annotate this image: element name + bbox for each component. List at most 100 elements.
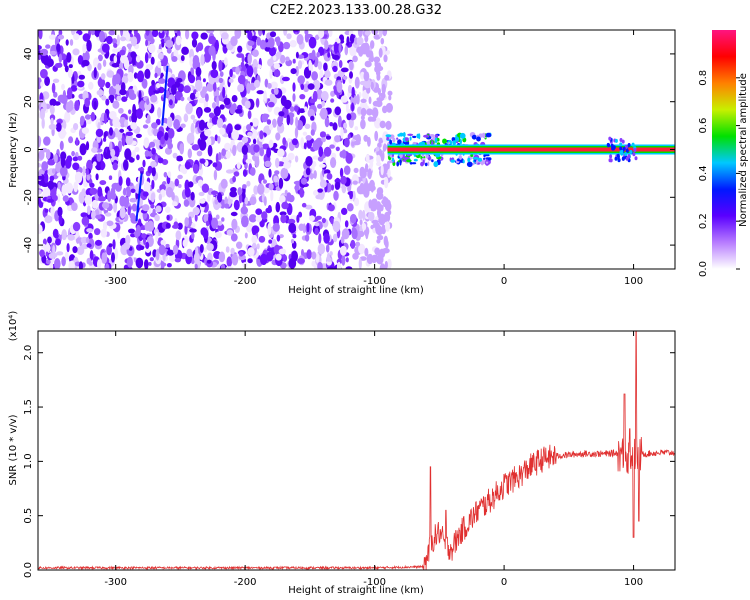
noise-blob — [101, 202, 110, 209]
noise-blob — [334, 178, 341, 183]
noise-blob — [46, 198, 55, 203]
noise-blob — [364, 30, 371, 36]
colorbar-tick-label: 0.2 — [698, 213, 709, 229]
noise-blob — [78, 261, 83, 269]
noise-blob — [215, 231, 222, 239]
noise-blob — [262, 30, 266, 36]
noise-blob — [368, 199, 373, 209]
noise-blob — [387, 258, 392, 269]
noise-blob — [142, 159, 146, 168]
noise-blob — [172, 244, 179, 255]
noise-blob — [155, 231, 159, 243]
noise-blob — [113, 55, 118, 64]
noise-blob — [130, 36, 138, 47]
noise-blob — [115, 122, 121, 127]
noise-blob — [256, 64, 262, 69]
noise-blob — [187, 181, 194, 188]
noise-blob — [285, 56, 290, 62]
noise-blob — [317, 30, 325, 39]
noise-blob — [66, 52, 72, 63]
noise-blob — [282, 137, 287, 146]
noise-blob — [300, 137, 305, 149]
noise-blob — [165, 206, 171, 213]
noise-blob — [176, 155, 183, 161]
noise-blob — [91, 147, 98, 154]
noise-blob — [86, 174, 91, 181]
noise-blob — [135, 133, 142, 138]
noise-blob — [280, 167, 289, 179]
noise-blob — [76, 246, 85, 256]
noise-blob — [45, 251, 49, 257]
noise-blob — [281, 201, 289, 210]
snr-panel: -300 -200 -100 0 100 0.0 0.5 1.0 1.5 2.0 Height … — [8, 311, 676, 596]
noise-blob — [205, 93, 209, 102]
carrier-flare — [620, 151, 624, 156]
noise-blob — [232, 144, 237, 157]
noise-blob — [72, 162, 80, 171]
noise-blob — [211, 190, 219, 195]
noise-blob — [374, 130, 379, 142]
noise-blob — [337, 115, 342, 128]
noise-blob — [226, 229, 234, 236]
noise-blob — [329, 144, 335, 149]
noise-blob — [326, 266, 335, 269]
noise-blob — [350, 239, 356, 249]
noise-blob — [321, 100, 326, 107]
noise-blob — [354, 126, 359, 131]
noise-blob — [181, 46, 189, 55]
carrier-scatter — [431, 159, 434, 163]
noise-blob — [44, 76, 50, 87]
carrier-scatter — [409, 136, 412, 141]
noise-blob — [110, 148, 116, 158]
noise-blob — [368, 96, 372, 105]
noise-blob — [67, 68, 73, 79]
noise-blob — [41, 117, 45, 129]
noise-blob — [119, 195, 126, 207]
y-tick-label: 0.0 — [23, 562, 34, 578]
noise-blob — [244, 196, 249, 205]
noise-blob — [123, 159, 129, 171]
noise-blob — [341, 228, 350, 240]
noise-blob — [241, 55, 245, 63]
noise-blob — [206, 82, 214, 92]
noise-blob — [225, 266, 234, 269]
noise-blob — [45, 44, 51, 49]
noise-blob — [46, 149, 51, 160]
noise-blob — [44, 172, 49, 184]
noise-blob — [267, 222, 272, 235]
noise-blob — [371, 219, 379, 224]
noise-blob — [137, 218, 142, 226]
noise-blob — [84, 194, 93, 205]
noise-blob — [316, 51, 321, 58]
noise-blob — [253, 66, 258, 76]
noise-blob — [334, 135, 341, 143]
noise-blob — [235, 108, 243, 114]
noise-blob — [350, 213, 357, 224]
noise-blob — [223, 97, 231, 106]
noise-blob — [268, 168, 272, 178]
noise-blob — [259, 130, 264, 140]
noise-blob — [380, 92, 386, 99]
noise-blob — [309, 98, 316, 104]
noise-blob — [91, 199, 99, 209]
noise-blob — [165, 243, 170, 248]
noise-blob — [296, 34, 304, 45]
colorbar-tick-label: 0.6 — [698, 118, 709, 134]
noise-blob — [253, 79, 261, 88]
noise-blob — [199, 158, 206, 164]
noise-blob — [191, 144, 200, 151]
noise-blob — [135, 224, 141, 237]
noise-blob — [215, 153, 219, 164]
carrier-scatter — [467, 157, 471, 163]
carrier-scatter — [406, 159, 412, 163]
noise-blob — [206, 243, 214, 251]
noise-blob — [101, 252, 106, 264]
carrier-scatter — [452, 140, 457, 146]
noise-blob — [192, 163, 199, 174]
noise-blob — [384, 212, 390, 221]
carrier-scatter — [391, 157, 395, 163]
noise-blob — [340, 67, 349, 73]
carrier-flare — [621, 139, 625, 144]
noise-blob — [220, 263, 226, 269]
noise-blob — [321, 217, 326, 224]
